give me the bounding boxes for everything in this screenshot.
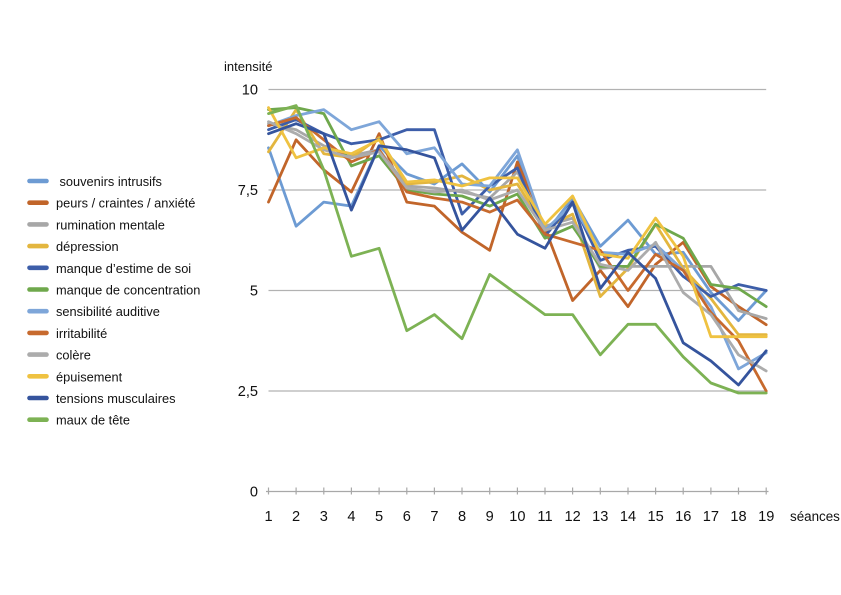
- svg-text:manque d’estime de soi: manque d’estime de soi: [56, 261, 191, 276]
- svg-text:1: 1: [264, 509, 272, 525]
- svg-text:17: 17: [703, 509, 719, 525]
- svg-text:7: 7: [430, 509, 438, 525]
- svg-text:16: 16: [675, 509, 691, 525]
- svg-text:12: 12: [564, 509, 580, 525]
- svg-text:2,5: 2,5: [238, 384, 258, 400]
- svg-text:séances: séances: [790, 509, 840, 524]
- svg-text:épuisement: épuisement: [56, 369, 123, 384]
- svg-text:4: 4: [347, 509, 355, 525]
- svg-text:colère: colère: [56, 348, 91, 363]
- svg-text:9: 9: [486, 509, 494, 525]
- svg-text:14: 14: [620, 509, 636, 525]
- svg-text:19: 19: [758, 509, 774, 525]
- svg-text:manque de concentration: manque de concentration: [56, 283, 200, 298]
- svg-text:8: 8: [458, 509, 466, 525]
- svg-text:6: 6: [403, 509, 411, 525]
- svg-text:18: 18: [730, 509, 746, 525]
- svg-text:tensions musculaires: tensions musculaires: [56, 391, 176, 406]
- svg-text:dépression: dépression: [56, 239, 119, 254]
- svg-text:10: 10: [242, 83, 258, 99]
- svg-text:souvenirs intrusifs: souvenirs intrusifs: [60, 174, 162, 189]
- svg-text:maux de tête: maux de tête: [56, 413, 130, 428]
- svg-text:13: 13: [592, 509, 608, 525]
- svg-text:7,5: 7,5: [238, 183, 258, 199]
- svg-text:2: 2: [292, 509, 300, 525]
- svg-text:0: 0: [250, 485, 258, 501]
- svg-text:peurs / craintes / anxiété: peurs / craintes / anxiété: [56, 196, 195, 211]
- svg-text:rumination mentale: rumination mentale: [56, 217, 165, 232]
- svg-text:5: 5: [375, 509, 383, 525]
- svg-text:15: 15: [647, 509, 663, 525]
- svg-text:intensité: intensité: [224, 59, 272, 74]
- svg-text:10: 10: [509, 509, 525, 525]
- svg-text:3: 3: [320, 509, 328, 525]
- svg-text:sensibilité auditive: sensibilité auditive: [56, 304, 160, 319]
- svg-text:11: 11: [537, 509, 552, 525]
- svg-text:5: 5: [250, 284, 258, 300]
- svg-text:irritabilité: irritabilité: [56, 326, 107, 341]
